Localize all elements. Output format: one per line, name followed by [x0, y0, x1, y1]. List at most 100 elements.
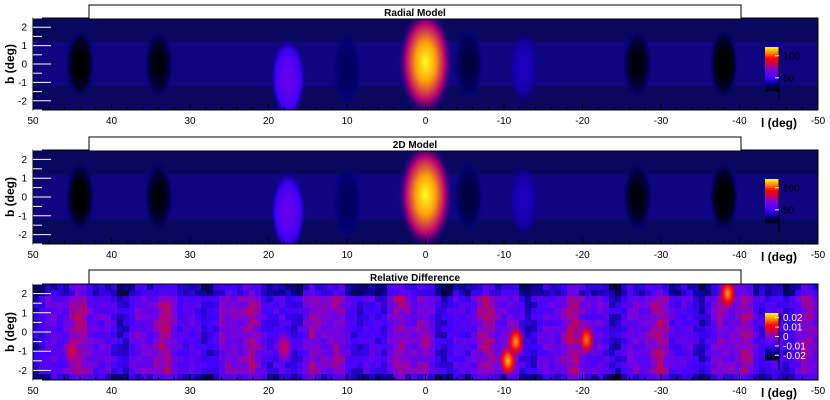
heatmap-cell	[189, 338, 196, 345]
heatmap-cell	[747, 320, 754, 327]
heatmap-cell	[249, 338, 256, 345]
heatmap-cell	[603, 338, 610, 345]
heatmap-cell	[789, 368, 796, 375]
heatmap-cell	[303, 326, 310, 333]
heatmap-cell	[567, 338, 574, 345]
heatmap-cell	[639, 296, 646, 303]
heatmap-cell	[411, 314, 418, 321]
heatmap-cell	[555, 314, 562, 321]
heatmap-cell	[699, 344, 706, 351]
heatmap-cell	[609, 374, 616, 380]
heatmap-cell	[255, 368, 262, 375]
heatmap-cell	[417, 368, 424, 375]
heatmap-cell	[657, 284, 664, 291]
heatmap-cell	[615, 314, 622, 321]
heatmap-cell	[345, 344, 352, 351]
heatmap-cell	[105, 362, 112, 369]
heatmap-cell	[531, 350, 538, 357]
heatmap-cell	[339, 338, 346, 345]
heatmap-cell	[687, 356, 694, 363]
heatmap-cell	[45, 338, 52, 345]
heatmap-cell	[741, 362, 748, 369]
heatmap-cell	[393, 296, 400, 303]
heatmap-cell	[117, 356, 124, 363]
heatmap-cell	[681, 350, 688, 357]
heatmap-cell	[213, 338, 220, 345]
heatmap-cell	[759, 284, 766, 291]
heatmap-cell	[645, 344, 652, 351]
heatmap-cell	[645, 368, 652, 375]
heatmap-cell	[525, 362, 532, 369]
heatmap-cell	[519, 374, 526, 380]
heatmap-cell	[483, 320, 490, 327]
heatmap-cell	[327, 320, 334, 327]
heatmap-cell	[357, 344, 364, 351]
heatmap-cell	[615, 284, 622, 291]
heatmap-cell	[249, 302, 256, 309]
heatmap-cell	[93, 368, 100, 375]
heatmap-cell	[33, 302, 40, 309]
heatmap-cell	[495, 374, 502, 380]
heatmap-cell	[795, 362, 802, 369]
heatmap-cell	[195, 362, 202, 369]
heatmap-cell	[795, 374, 802, 380]
x-tick-label: 40	[106, 116, 118, 127]
heatmap-cell	[201, 302, 208, 309]
heatmap-cell	[111, 338, 118, 345]
heatmap-cell	[513, 290, 520, 297]
heatmap-cell	[123, 332, 130, 339]
heatmap-cell	[675, 296, 682, 303]
heatmap-cell	[363, 374, 370, 380]
heatmap-cell	[765, 290, 772, 297]
heatmap-cell	[201, 350, 208, 357]
heatmap-cell	[177, 320, 184, 327]
heatmap-cell	[393, 350, 400, 357]
heatmap-cell	[549, 296, 556, 303]
heatmap-cell	[333, 344, 340, 351]
heatmap-cell	[525, 302, 532, 309]
heatmap-cell	[429, 368, 436, 375]
heatmap-cell	[135, 344, 142, 351]
heatmap-cell	[711, 338, 718, 345]
heatmap-cell	[777, 302, 784, 309]
heatmap-cell	[207, 338, 214, 345]
heatmap-cell	[201, 332, 208, 339]
heatmap-cell	[753, 326, 760, 333]
heatmap-cell	[399, 302, 406, 309]
heatmap-cell	[267, 338, 274, 345]
heatmap-cell	[279, 326, 286, 333]
heatmap-cell	[483, 338, 490, 345]
heatmap-cell	[393, 344, 400, 351]
heatmap-cell	[519, 356, 526, 363]
heatmap-cell	[501, 332, 508, 339]
heatmap-cell	[345, 350, 352, 357]
heatmap-cell	[543, 356, 550, 363]
heatmap-cell	[237, 368, 244, 375]
heatmap-cell	[165, 356, 172, 363]
heatmap-cell	[255, 326, 262, 333]
heatmap-cell	[741, 368, 748, 375]
heatmap-cell	[105, 350, 112, 357]
heatmap-cell	[357, 362, 364, 369]
heatmap-cell	[687, 338, 694, 345]
heatmap-cell	[57, 368, 64, 375]
heatmap-cell	[753, 338, 760, 345]
heatmap-cell	[711, 344, 718, 351]
heatmap-cell	[759, 320, 766, 327]
heatmap-cell	[111, 350, 118, 357]
heatmap-cell	[687, 302, 694, 309]
heatmap-cell	[423, 314, 430, 321]
heatmap-cell	[411, 296, 418, 303]
heatmap-cell	[423, 302, 430, 309]
heatmap-cell	[513, 368, 520, 375]
heatmap-cell	[57, 284, 64, 291]
heatmap-cell	[177, 326, 184, 333]
heatmap-cell	[675, 374, 682, 380]
heatmap-cell	[105, 296, 112, 303]
source-3	[508, 164, 539, 237]
heatmap-cell	[141, 356, 148, 363]
heatmap-cell	[567, 344, 574, 351]
heatmap-cell	[459, 362, 466, 369]
heatmap-cell	[393, 368, 400, 375]
heatmap-cell	[315, 296, 322, 303]
